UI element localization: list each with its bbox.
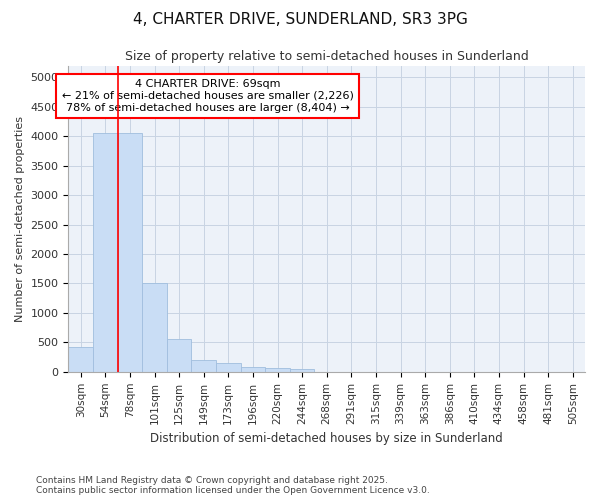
- Bar: [68, 347, 93, 372]
- Text: Contains HM Land Registry data © Crown copyright and database right 2025.
Contai: Contains HM Land Registry data © Crown c…: [36, 476, 430, 495]
- Text: 4, CHARTER DRIVE, SUNDERLAND, SR3 3PG: 4, CHARTER DRIVE, SUNDERLAND, SR3 3PG: [133, 12, 467, 28]
- Bar: [216, 364, 241, 372]
- Bar: [290, 369, 314, 372]
- Bar: [191, 360, 216, 372]
- Bar: [142, 284, 167, 372]
- Bar: [241, 366, 265, 372]
- Bar: [93, 134, 118, 372]
- Bar: [265, 368, 290, 372]
- Y-axis label: Number of semi-detached properties: Number of semi-detached properties: [15, 116, 25, 322]
- Bar: [118, 134, 142, 372]
- Title: Size of property relative to semi-detached houses in Sunderland: Size of property relative to semi-detach…: [125, 50, 529, 63]
- Text: 4 CHARTER DRIVE: 69sqm
← 21% of semi-detached houses are smaller (2,226)
78% of : 4 CHARTER DRIVE: 69sqm ← 21% of semi-det…: [62, 80, 354, 112]
- X-axis label: Distribution of semi-detached houses by size in Sunderland: Distribution of semi-detached houses by …: [151, 432, 503, 445]
- Bar: [167, 340, 191, 372]
